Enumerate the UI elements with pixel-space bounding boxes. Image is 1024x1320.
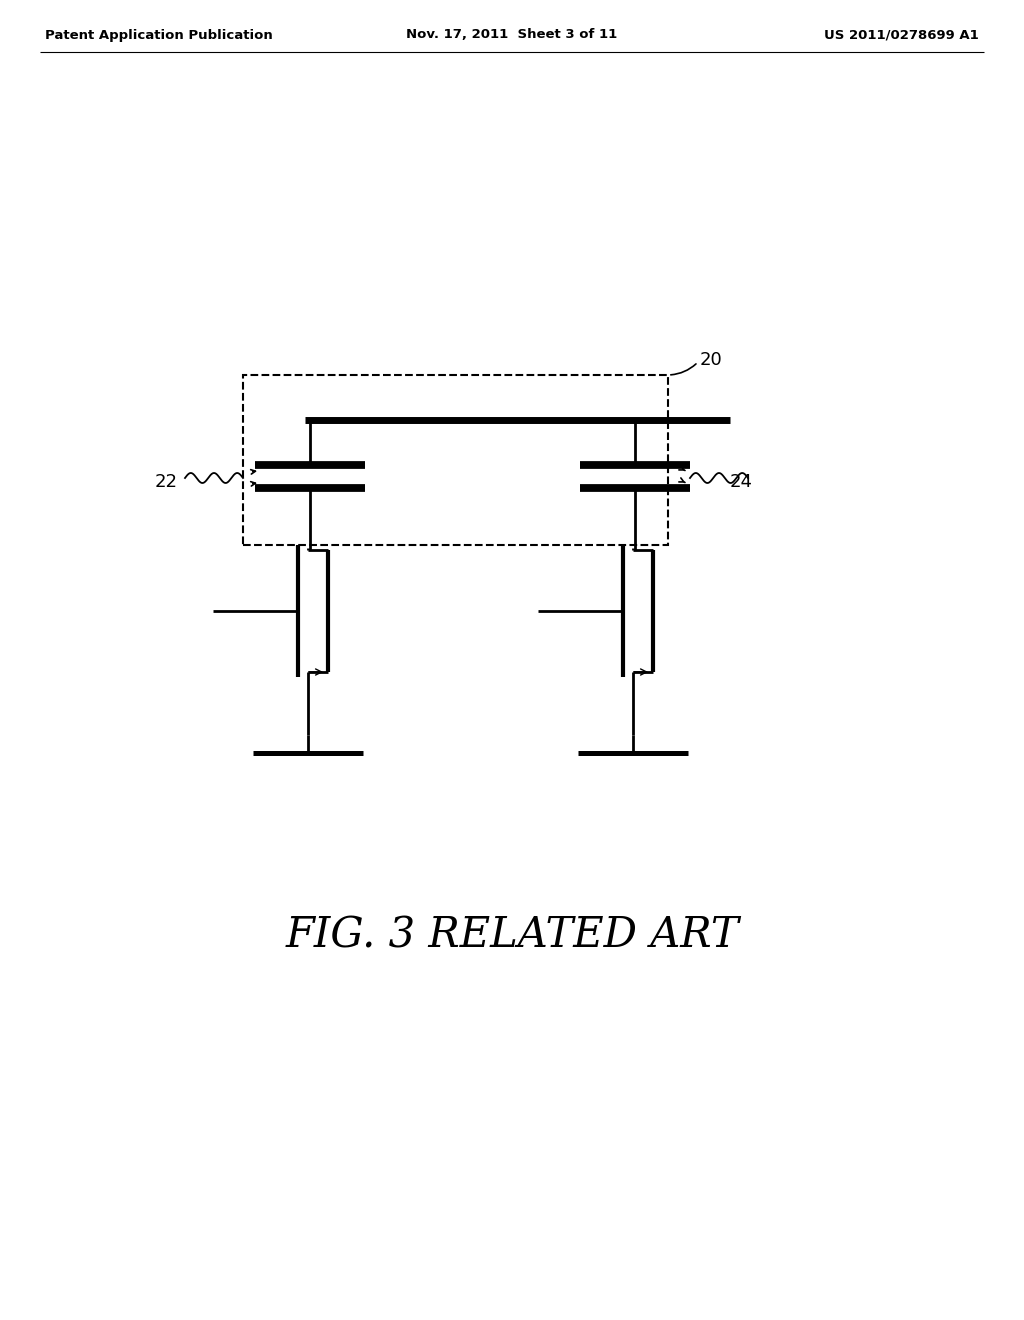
Text: 22: 22 <box>155 473 178 491</box>
Bar <box>243 375 668 545</box>
Text: FIG. 3 RELATED ART: FIG. 3 RELATED ART <box>286 913 738 956</box>
Text: 20: 20 <box>700 351 723 370</box>
Text: Patent Application Publication: Patent Application Publication <box>45 29 272 41</box>
Text: Nov. 17, 2011  Sheet 3 of 11: Nov. 17, 2011 Sheet 3 of 11 <box>407 29 617 41</box>
Text: US 2011/0278699 A1: US 2011/0278699 A1 <box>824 29 979 41</box>
Text: 24: 24 <box>730 473 753 491</box>
